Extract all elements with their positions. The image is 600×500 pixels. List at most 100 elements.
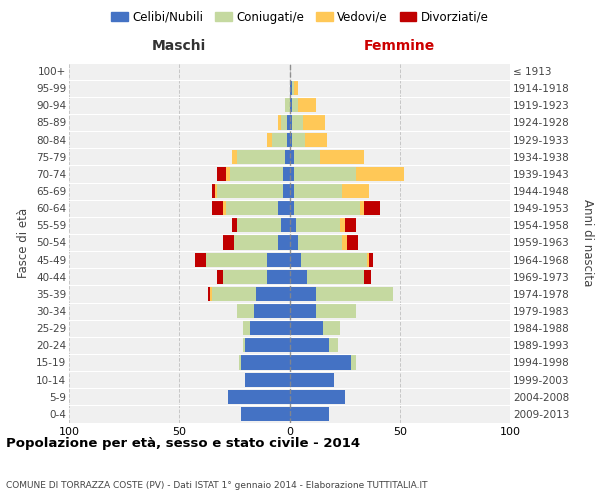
- Bar: [290, 287, 316, 301]
- Bar: [226, 201, 278, 215]
- Bar: [316, 304, 356, 318]
- Bar: [232, 150, 236, 164]
- Bar: [301, 252, 367, 266]
- Legend: Celibi/Nubili, Coniugati/e, Vedovi/e, Divorziati/e: Celibi/Nubili, Coniugati/e, Vedovi/e, Di…: [106, 6, 494, 28]
- Bar: [268, 132, 272, 146]
- Bar: [344, 218, 356, 232]
- Bar: [217, 270, 223, 284]
- Bar: [329, 338, 338, 352]
- Bar: [217, 167, 226, 181]
- Bar: [217, 184, 283, 198]
- Bar: [281, 218, 290, 232]
- Bar: [294, 150, 320, 164]
- Bar: [215, 184, 217, 198]
- Bar: [287, 116, 290, 130]
- Bar: [290, 304, 316, 318]
- Bar: [206, 252, 268, 266]
- Bar: [294, 184, 343, 198]
- Bar: [369, 252, 373, 266]
- Bar: [254, 304, 290, 318]
- Bar: [236, 218, 281, 232]
- Bar: [223, 270, 268, 284]
- Bar: [320, 150, 364, 164]
- Bar: [226, 167, 230, 181]
- Bar: [356, 167, 404, 181]
- Bar: [194, 252, 206, 266]
- Bar: [250, 321, 290, 335]
- Bar: [292, 98, 298, 112]
- Bar: [351, 356, 356, 370]
- Bar: [236, 304, 254, 318]
- Bar: [230, 167, 283, 181]
- Bar: [290, 201, 294, 215]
- Bar: [290, 390, 344, 404]
- Bar: [223, 236, 235, 250]
- Y-axis label: Anni di nascita: Anni di nascita: [581, 199, 593, 286]
- Bar: [290, 150, 294, 164]
- Bar: [283, 184, 290, 198]
- Text: Popolazione per età, sesso e stato civile - 2014: Popolazione per età, sesso e stato civil…: [6, 437, 360, 450]
- Bar: [239, 356, 241, 370]
- Bar: [245, 372, 290, 386]
- Bar: [367, 252, 369, 266]
- Bar: [290, 321, 323, 335]
- Bar: [243, 338, 245, 352]
- Bar: [292, 116, 303, 130]
- Bar: [343, 184, 369, 198]
- Bar: [283, 167, 290, 181]
- Bar: [290, 132, 292, 146]
- Bar: [278, 116, 281, 130]
- Bar: [285, 98, 290, 112]
- Bar: [292, 132, 305, 146]
- Bar: [268, 270, 290, 284]
- Bar: [303, 116, 325, 130]
- Bar: [268, 252, 290, 266]
- Bar: [294, 81, 298, 95]
- Bar: [340, 218, 344, 232]
- Bar: [307, 270, 364, 284]
- Bar: [290, 270, 307, 284]
- Bar: [241, 356, 290, 370]
- Bar: [347, 236, 358, 250]
- Bar: [236, 150, 285, 164]
- Bar: [305, 132, 327, 146]
- Bar: [296, 218, 340, 232]
- Bar: [287, 132, 290, 146]
- Bar: [290, 407, 329, 421]
- Bar: [290, 236, 298, 250]
- Bar: [235, 236, 278, 250]
- Bar: [290, 81, 292, 95]
- Bar: [290, 218, 296, 232]
- Bar: [241, 407, 290, 421]
- Bar: [290, 98, 292, 112]
- Bar: [316, 287, 393, 301]
- Bar: [290, 372, 334, 386]
- Bar: [272, 132, 287, 146]
- Bar: [245, 338, 290, 352]
- Bar: [210, 287, 212, 301]
- Bar: [256, 287, 290, 301]
- Bar: [208, 287, 210, 301]
- Bar: [290, 356, 351, 370]
- Bar: [243, 321, 250, 335]
- Y-axis label: Fasce di età: Fasce di età: [17, 208, 31, 278]
- Bar: [360, 201, 364, 215]
- Bar: [278, 201, 290, 215]
- Bar: [290, 338, 329, 352]
- Bar: [292, 81, 294, 95]
- Bar: [298, 236, 343, 250]
- Bar: [294, 167, 356, 181]
- Text: COMUNE DI TORRAZZA COSTE (PV) - Dati ISTAT 1° gennaio 2014 - Elaborazione TUTTIT: COMUNE DI TORRAZZA COSTE (PV) - Dati IST…: [6, 481, 427, 490]
- Bar: [212, 184, 215, 198]
- Bar: [212, 287, 256, 301]
- Bar: [290, 184, 294, 198]
- Bar: [364, 270, 371, 284]
- Bar: [223, 201, 226, 215]
- Text: Femmine: Femmine: [364, 39, 436, 53]
- Bar: [285, 150, 290, 164]
- Bar: [298, 98, 316, 112]
- Bar: [343, 236, 347, 250]
- Text: Maschi: Maschi: [152, 39, 206, 53]
- Bar: [290, 252, 301, 266]
- Bar: [290, 116, 292, 130]
